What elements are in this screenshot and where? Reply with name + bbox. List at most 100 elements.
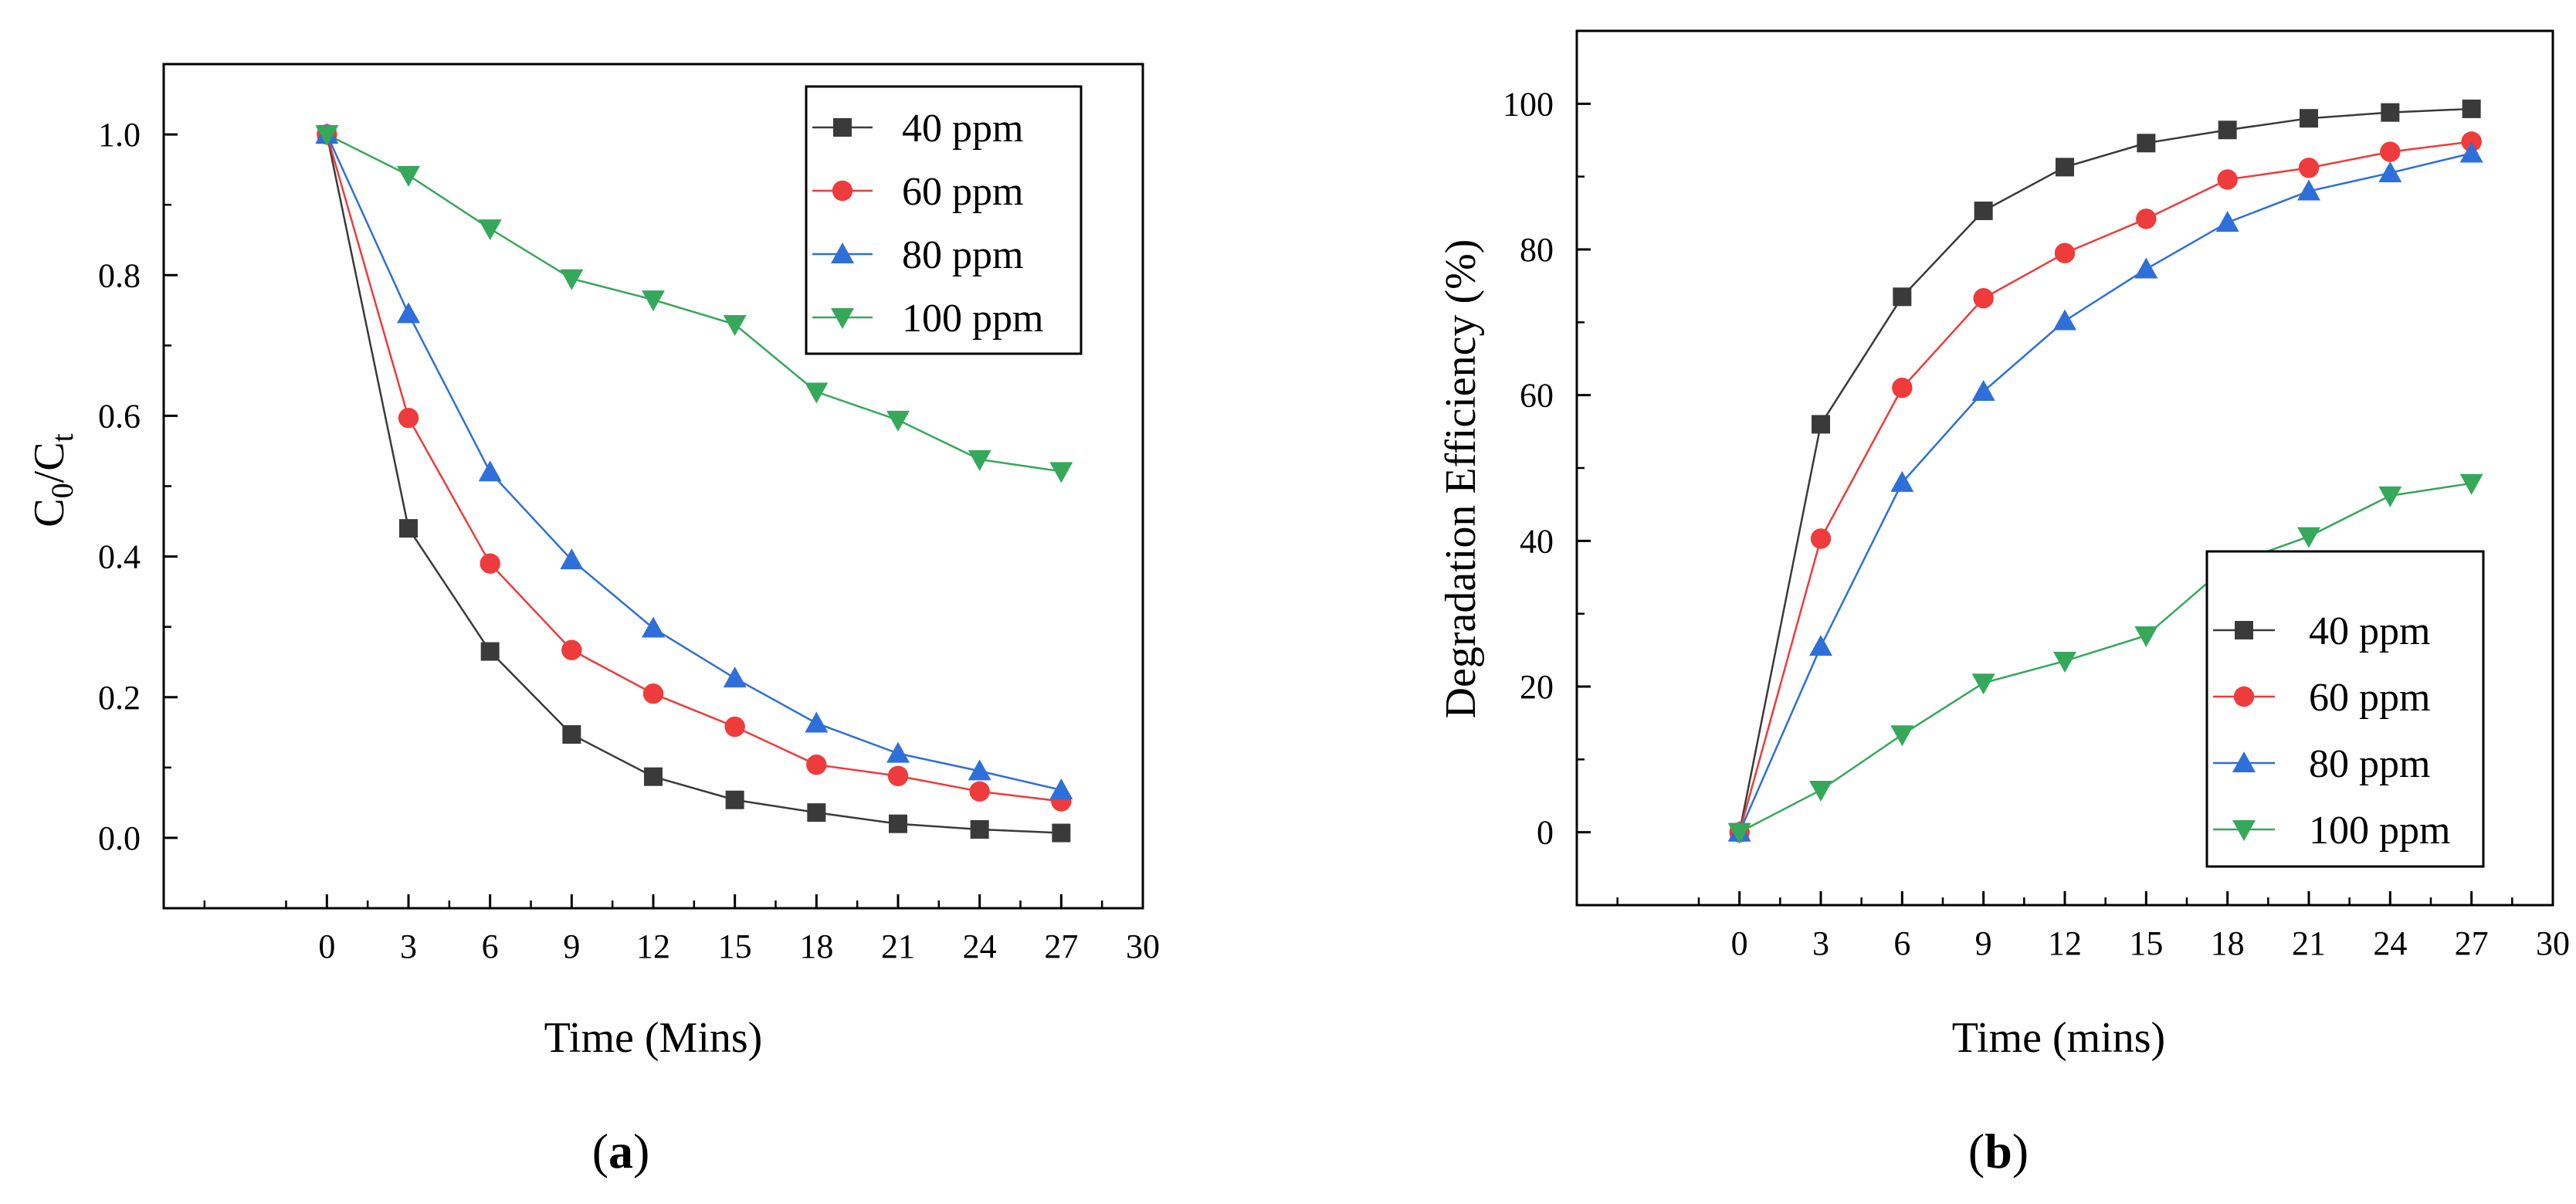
panel-b-data-point-60-ppm [2217,169,2238,190]
panel-a-data-point-60-ppm [806,754,827,775]
panel-b-data-point-40-ppm [1974,202,1993,221]
panel-b-legend: 40 ppm 60 ppm 80 ppm 100 ppm [2205,550,2485,868]
panel-b-x-tick-label: 3 [1812,924,1829,962]
panel-a-data-point-80-ppm [1049,778,1073,799]
panel-a-x-tick-label: 18 [799,928,833,965]
panel-a-data-point-40-ppm [1052,823,1071,843]
panel-a-data-point-100-ppm [397,165,420,187]
panel-b-x-tick-label: 15 [2129,924,2163,962]
panel-a-legend-marker-60-ppm [832,180,853,202]
panel-a-data-point-40-ppm [562,725,581,744]
panel-a-data-point-40-ppm [399,519,418,538]
panel-a-y-axis-title: C0/Ct [25,433,80,527]
panel-a-data-point-40-ppm [644,767,663,786]
panel-a-legend: 40 ppm 60 ppm 80 ppm 100 ppm [805,85,1083,355]
panel-b-x-tick-label: 24 [2373,924,2407,962]
panel-a-x-tick-label: 3 [400,928,417,965]
panel-b-y-tick-label: 100 [1503,85,1554,123]
panel-b-label: (b) [1968,1124,2029,1179]
panel-a-y-tick-label: 1.0 [98,116,141,154]
panel-a-data-point-40-ppm [889,814,907,833]
panel-b-data-point-60-ppm [2461,131,2482,152]
panel-b-y-axis-title: Degradation Efficiency (%) [1437,239,1485,719]
panel-a-data-point-80-ppm [968,759,991,781]
panel-b-data-point-80-ppm [1809,635,1832,656]
panel-b-legend-marker-80-ppm [2232,751,2256,772]
panel-a-series-line-100-ppm [326,133,1062,473]
panel-b-y-tick-label: 80 [1520,231,1554,269]
panel-a-data-point-100-ppm [968,449,991,471]
panel-b-x-tick-label: 6 [1893,924,1910,962]
panel-b-x-tick-label: 21 [2292,924,2326,962]
panel-b-data-point-80-ppm [2134,257,2158,279]
panel-a-data-point-80-ppm [805,711,829,733]
panel-b-legend-marker-100-ppm [2232,820,2256,841]
panel-b-legend-label-40-ppm: 40 ppm [2309,609,2430,653]
panel-b-data-point-60-ppm [2380,141,2401,162]
panel-b-data-point-40-ppm [1812,415,1830,434]
panel-a-data-point-60-ppm [724,716,745,738]
panel-a-x-tick-label: 6 [482,928,499,965]
panel-b-data-point-100-ppm [1890,725,1914,747]
panel-a-legend-label-80-ppm: 80 ppm [902,233,1023,277]
panel-a-data-point-100-ppm [642,290,665,312]
panel-b-data-point-60-ppm [2136,209,2157,229]
panel-b-data-point-60-ppm [2054,242,2076,263]
panel-a-x-tick-label: 30 [1126,928,1160,965]
panel-b-data-point-80-ppm [2297,179,2320,201]
panel-a-chart: 0 3 6 9 12 15 18 21 24 27 30 0.0 0.2 0.4 0.6 0.8 1.0 40 … [25,63,1160,1179]
panel-a-x-tick-label: 15 [718,928,752,965]
panel-b-data-point-100-ppm [1971,673,1995,695]
panel-b-series-line-60-ppm [1738,141,2472,833]
panel-b-data-point-80-ppm [2215,211,2239,232]
panel-a-x-tick-label: 0 [318,928,335,965]
panel-a-data-point-100-ppm [1049,462,1073,483]
panel-b-data-point-100-ppm [2134,626,2158,647]
panel-a-data-point-80-ppm [886,741,910,763]
panel-b-data-point-60-ppm [2298,158,2320,178]
panel-b-data-point-40-ppm [2056,158,2074,177]
panel-a-legend-label-60-ppm: 60 ppm [902,170,1023,214]
panel-a-legend-label-40-ppm: 40 ppm [902,107,1023,151]
panel-b-legend-label-100-ppm: 100 ppm [2309,809,2450,853]
panel-b-x-tick-label: 9 [1975,924,1992,962]
panel-b-data-point-100-ppm [2297,527,2320,548]
panel-b-data-point-40-ppm [1893,287,1912,307]
panel-b-y-tick-label: 40 [1520,522,1554,560]
panel-b-data-point-60-ppm [1810,528,1832,549]
panel-a-legend-marker-40-ppm [833,118,852,137]
panel-a-data-point-40-ppm [480,642,500,661]
panel-a-data-point-100-ppm [560,269,584,290]
panel-b-data-point-80-ppm [2378,161,2402,182]
panel-a-y-tick-label: 0.8 [98,256,141,294]
panel-a-data-point-80-ppm [560,548,584,570]
panel-b-data-point-80-ppm [2459,141,2483,163]
panel-b-x-tick-label: 30 [2536,924,2570,962]
panel-b-series-line-100-ppm [1739,482,2472,833]
panel-a-data-point-40-ppm [970,819,989,839]
panel-b-x-tick-label: 18 [2211,924,2245,962]
panel-a-label: (a) [592,1124,650,1179]
panel-b-data-point-40-ppm [2137,134,2156,153]
panel-a-x-tick-label: 27 [1044,928,1078,965]
panel-a-series-line-40-ppm [326,134,1062,834]
panel-b-data-point-100-ppm [2053,651,2076,673]
panel-b-x-tick-label: 0 [1731,924,1748,962]
panel-a-x-tick-label: 12 [636,928,670,965]
panel-b-data-point-100-ppm [2378,486,2402,507]
panel-a-data-point-80-ppm [723,666,747,688]
panel-a-data-point-80-ppm [642,616,665,638]
panel-a-data-point-100-ppm [315,125,339,147]
panel-b-legend-label-80-ppm: 80 ppm [2309,742,2430,786]
panel-b-data-point-60-ppm [1973,288,1994,309]
panel-b-x-tick-label: 12 [2048,924,2082,962]
panel-a-y-tick-label: 0.6 [98,397,141,435]
panel-b-x-axis-title: Time (mins) [1952,1014,2165,1062]
panel-a-x-tick-label: 24 [963,928,997,965]
panel-a-data-point-60-ppm [969,781,990,802]
panel-b-data-point-80-ppm [2053,309,2076,331]
panel-b-data-point-80-ppm [1971,379,1995,401]
panel-a-y-tick-label: 0.4 [98,538,141,576]
panel-b-data-point-40-ppm [2300,109,2318,128]
